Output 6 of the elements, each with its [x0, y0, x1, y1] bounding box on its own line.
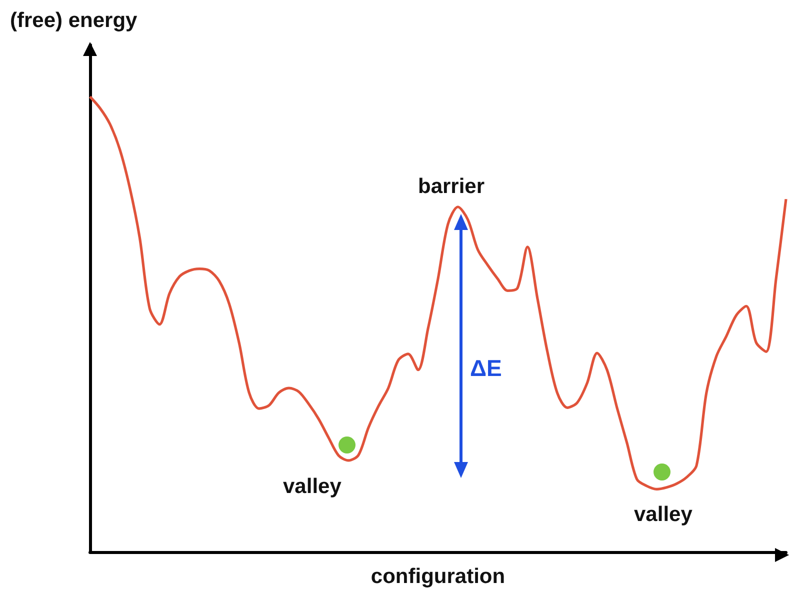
y-axis-title: (free) energy	[10, 9, 138, 32]
x-axis-title: configuration	[370, 565, 506, 588]
annotation: barrier	[418, 175, 485, 199]
annotation: valley	[283, 475, 342, 499]
annotation: valley	[634, 503, 692, 527]
annotation: ΔE	[470, 355, 502, 382]
